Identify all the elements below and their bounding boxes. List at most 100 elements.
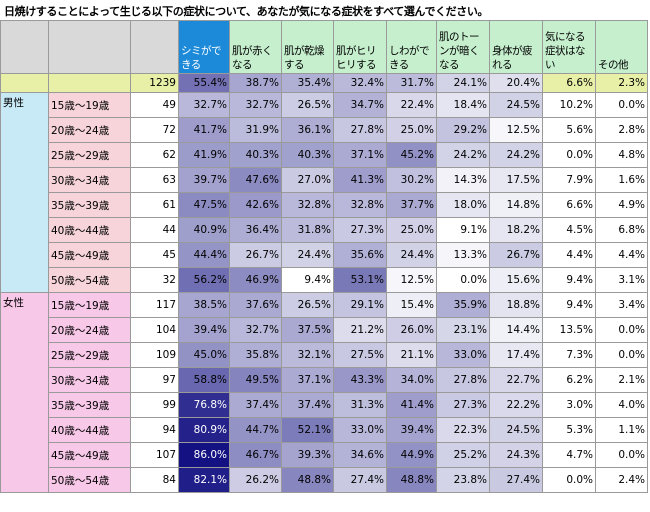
value-cell: 44.4% <box>178 242 230 268</box>
table-row: 40歳～44歳 94 80.9% 44.7% 52.1% 33.0% 39.4% 22.3% 2… <box>1 417 648 443</box>
age-label-cell: 15歳～19歳 <box>48 92 131 118</box>
value-cell: 49.5% <box>229 367 282 393</box>
value-cell: 27.8% <box>333 117 387 143</box>
table-row: 男性 15歳～19歳 49 32.7% 32.7% 26.5% 34.7% 22.4% 18.4… <box>0 92 648 293</box>
total-value-cell: 38.7% <box>229 73 282 93</box>
column-header-1: シミができる <box>178 20 230 74</box>
age-label-cell: 20歳～24歳 <box>48 317 131 343</box>
value-cell: 39.4% <box>386 417 437 443</box>
value-cell: 39.4% <box>178 317 230 343</box>
value-cell: 6.2% <box>542 367 596 393</box>
value-cell: 36.1% <box>281 117 334 143</box>
age-label-cell: 35歳～39歳 <box>48 392 131 418</box>
value-cell: 6.6% <box>542 192 596 218</box>
table-row: 40歳～44歳 44 40.9% 36.4% 31.8% 27.3% 25.0% 9.1% 18… <box>1 217 648 243</box>
value-cell: 2.8% <box>595 117 648 143</box>
table-row: 35歳～39歳 61 47.5% 42.6% 32.8% 32.8% 37.7% 18.0% 1… <box>1 192 648 218</box>
value-cell: 58.8% <box>178 367 230 393</box>
value-cell: 18.4% <box>436 92 490 118</box>
table-row: 30歳～34歳 97 58.8% 49.5% 37.1% 43.3% 34.0% 27.8% 2… <box>1 367 648 393</box>
value-cell: 44.9% <box>386 442 437 468</box>
group-label-cell: 女性 <box>0 292 49 493</box>
value-cell: 22.7% <box>489 367 543 393</box>
value-cell: 34.7% <box>333 92 387 118</box>
n-cell: 84 <box>130 467 179 493</box>
value-cell: 26.0% <box>386 317 437 343</box>
value-cell: 17.4% <box>489 342 543 368</box>
n-cell: 63 <box>130 167 179 193</box>
column-header-3: 肌が乾燥する <box>281 20 334 74</box>
table-row: 20歳～24歳 104 39.4% 32.7% 37.5% 21.2% 26.0% 23.1%… <box>1 317 648 343</box>
total-value-cell: 35.4% <box>281 73 334 93</box>
n-cell: 117 <box>130 292 179 318</box>
value-cell: 27.4% <box>489 467 543 493</box>
value-cell: 38.5% <box>178 292 230 318</box>
column-header-2: 肌が赤くなる <box>229 20 282 74</box>
n-cell: 45 <box>130 242 179 268</box>
value-cell: 36.4% <box>229 217 282 243</box>
age-label-cell: 50歳～54歳 <box>48 467 131 493</box>
value-cell: 37.6% <box>229 292 282 318</box>
n-cell: 97 <box>130 367 179 393</box>
value-cell: 22.2% <box>489 392 543 418</box>
value-cell: 26.7% <box>489 242 543 268</box>
header-blank-cell <box>48 20 131 74</box>
value-cell: 45.0% <box>178 342 230 368</box>
value-cell: 12.5% <box>386 267 437 293</box>
value-cell: 24.4% <box>281 242 334 268</box>
value-cell: 4.5% <box>542 217 596 243</box>
age-label-cell: 30歳～34歳 <box>48 167 131 193</box>
value-cell: 24.5% <box>489 92 543 118</box>
value-cell: 27.3% <box>436 392 490 418</box>
header-blank-cell <box>130 20 179 74</box>
value-cell: 24.2% <box>489 142 543 168</box>
value-cell: 3.1% <box>595 267 648 293</box>
value-cell: 27.5% <box>333 342 387 368</box>
column-header-4: 肌がヒリヒリする <box>333 20 387 74</box>
value-cell: 37.7% <box>386 192 437 218</box>
value-cell: 41.4% <box>386 392 437 418</box>
value-cell: 12.5% <box>489 117 543 143</box>
value-cell: 29.2% <box>436 117 490 143</box>
value-cell: 9.1% <box>436 217 490 243</box>
value-cell: 3.0% <box>542 392 596 418</box>
column-header-8: 気になる症状はない <box>542 20 596 74</box>
value-cell: 34.0% <box>386 367 437 393</box>
n-cell: 62 <box>130 142 179 168</box>
value-cell: 4.4% <box>542 242 596 268</box>
value-cell: 7.3% <box>542 342 596 368</box>
value-cell: 14.3% <box>436 167 490 193</box>
value-cell: 37.1% <box>333 142 387 168</box>
age-label-cell: 40歳～44歳 <box>48 417 131 443</box>
value-cell: 37.5% <box>281 317 334 343</box>
n-cell: 94 <box>130 417 179 443</box>
total-n-cell: 1239 <box>130 73 179 93</box>
value-cell: 40.3% <box>281 142 334 168</box>
value-cell: 29.1% <box>333 292 387 318</box>
value-cell: 24.3% <box>489 442 543 468</box>
value-cell: 5.3% <box>542 417 596 443</box>
value-cell: 44.7% <box>229 417 282 443</box>
column-header-9: その他 <box>595 20 648 74</box>
value-cell: 10.2% <box>542 92 596 118</box>
value-cell: 41.7% <box>178 117 230 143</box>
value-cell: 15.6% <box>489 267 543 293</box>
value-cell: 1.6% <box>595 167 648 193</box>
n-cell: 32 <box>130 267 179 293</box>
value-cell: 9.4% <box>542 267 596 293</box>
n-cell: 44 <box>130 217 179 243</box>
value-cell: 37.4% <box>229 392 282 418</box>
total-label-cell <box>0 73 49 93</box>
age-label-cell: 25歳～29歳 <box>48 142 131 168</box>
table-row: 25歳～29歳 62 41.9% 40.3% 40.3% 37.1% 45.2% 24.2% 2… <box>1 142 648 168</box>
value-cell: 18.0% <box>436 192 490 218</box>
value-cell: 14.8% <box>489 192 543 218</box>
value-cell: 80.9% <box>178 417 230 443</box>
value-cell: 30.2% <box>386 167 437 193</box>
column-header-6: 肌のトーンが暗くなる <box>436 20 490 74</box>
value-cell: 4.7% <box>542 442 596 468</box>
age-label-cell: 40歳～44歳 <box>48 217 131 243</box>
total-value-cell: 24.1% <box>436 73 490 93</box>
value-cell: 27.8% <box>436 367 490 393</box>
age-label-cell: 35歳～39歳 <box>48 192 131 218</box>
